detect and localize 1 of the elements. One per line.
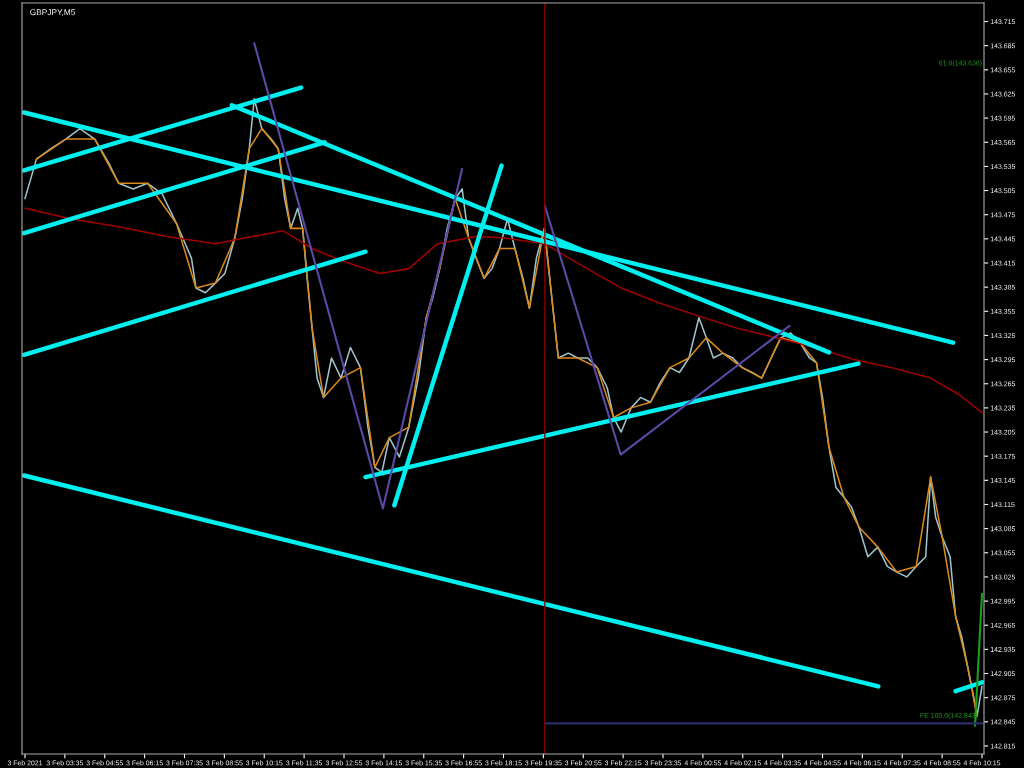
text: GBPJPY,M5 [30,9,76,17]
